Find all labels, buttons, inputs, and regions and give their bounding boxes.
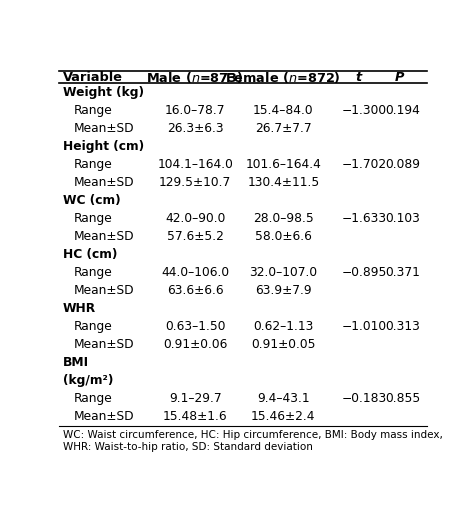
Text: WC (cm): WC (cm) xyxy=(63,194,120,207)
Text: 42.0–90.0: 42.0–90.0 xyxy=(165,212,225,225)
Text: 44.0–106.0: 44.0–106.0 xyxy=(161,266,229,279)
Text: Range: Range xyxy=(74,266,113,279)
Text: Male ($\mathit{n}$=873): Male ($\mathit{n}$=873) xyxy=(146,70,244,85)
Text: Female ($\mathit{n}$=872): Female ($\mathit{n}$=872) xyxy=(226,70,341,85)
Text: 15.4–84.0: 15.4–84.0 xyxy=(253,104,314,117)
Text: WC: Waist circumference, HC: Hip circumference, BMI: Body mass index,
WHR: Waist: WC: Waist circumference, HC: Hip circumf… xyxy=(63,430,443,452)
Text: 129.5±10.7: 129.5±10.7 xyxy=(159,176,231,189)
Text: Range: Range xyxy=(74,212,113,225)
Text: 26.7±7.7: 26.7±7.7 xyxy=(255,122,311,135)
Text: 101.6–164.4: 101.6–164.4 xyxy=(246,158,321,171)
Text: 9.4–43.1: 9.4–43.1 xyxy=(257,392,310,405)
Text: 63.9±7.9: 63.9±7.9 xyxy=(255,284,311,297)
Text: −0.183: −0.183 xyxy=(342,392,387,405)
Text: Variable: Variable xyxy=(63,71,123,84)
Text: 0.313: 0.313 xyxy=(385,320,420,333)
Text: P: P xyxy=(394,71,404,84)
Text: BMI: BMI xyxy=(63,356,89,369)
Text: 0.371: 0.371 xyxy=(385,266,420,279)
Text: Mean±SD: Mean±SD xyxy=(74,338,135,351)
Text: 0.91±0.05: 0.91±0.05 xyxy=(251,338,316,351)
Text: 28.0–98.5: 28.0–98.5 xyxy=(253,212,314,225)
Text: −1.300: −1.300 xyxy=(342,104,387,117)
Text: 57.6±5.2: 57.6±5.2 xyxy=(167,230,224,243)
Text: 9.1–29.7: 9.1–29.7 xyxy=(169,392,221,405)
Text: Mean±SD: Mean±SD xyxy=(74,410,135,423)
Text: 32.0–107.0: 32.0–107.0 xyxy=(249,266,318,279)
Text: 15.48±1.6: 15.48±1.6 xyxy=(163,410,228,423)
Text: −1.010: −1.010 xyxy=(342,320,387,333)
Text: 0.089: 0.089 xyxy=(385,158,420,171)
Text: 16.0–78.7: 16.0–78.7 xyxy=(165,104,226,117)
Text: 130.4±11.5: 130.4±11.5 xyxy=(247,176,319,189)
Text: Male (n=873): Male (n=873) xyxy=(146,71,244,84)
Text: HC (cm): HC (cm) xyxy=(63,248,117,261)
Text: Range: Range xyxy=(74,392,113,405)
Text: 58.0±6.6: 58.0±6.6 xyxy=(255,230,312,243)
Text: 104.1–164.0: 104.1–164.0 xyxy=(157,158,233,171)
Text: Mean±SD: Mean±SD xyxy=(74,284,135,297)
Text: Height (cm): Height (cm) xyxy=(63,140,144,153)
Text: Mean±SD: Mean±SD xyxy=(74,230,135,243)
Text: Range: Range xyxy=(74,320,113,333)
Text: −0.895: −0.895 xyxy=(341,266,387,279)
Text: t: t xyxy=(356,71,362,84)
Text: 26.3±6.3: 26.3±6.3 xyxy=(167,122,223,135)
Text: −1.633: −1.633 xyxy=(342,212,387,225)
Text: WHR: WHR xyxy=(63,302,96,315)
Text: 0.63–1.50: 0.63–1.50 xyxy=(165,320,226,333)
Text: Female (n=872): Female (n=872) xyxy=(226,71,341,84)
Text: 0.194: 0.194 xyxy=(385,104,420,117)
Text: −1.702: −1.702 xyxy=(342,158,387,171)
Text: 63.6±6.6: 63.6±6.6 xyxy=(167,284,223,297)
Text: 0.62–1.13: 0.62–1.13 xyxy=(253,320,313,333)
Text: (kg/m²): (kg/m²) xyxy=(63,374,113,387)
Text: 0.855: 0.855 xyxy=(385,392,420,405)
Text: Weight (kg): Weight (kg) xyxy=(63,86,144,99)
Text: 15.46±2.4: 15.46±2.4 xyxy=(251,410,316,423)
Text: Mean±SD: Mean±SD xyxy=(74,176,135,189)
Text: Mean±SD: Mean±SD xyxy=(74,122,135,135)
Text: 0.91±0.06: 0.91±0.06 xyxy=(163,338,228,351)
Text: Range: Range xyxy=(74,158,113,171)
Text: 0.103: 0.103 xyxy=(385,212,420,225)
Text: Range: Range xyxy=(74,104,113,117)
